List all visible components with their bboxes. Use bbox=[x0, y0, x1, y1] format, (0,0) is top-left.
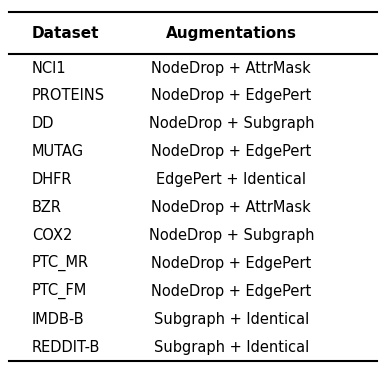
Text: COX2: COX2 bbox=[32, 228, 73, 243]
Text: NodeDrop + EdgePert: NodeDrop + EdgePert bbox=[151, 256, 312, 271]
Text: NodeDrop + Subgraph: NodeDrop + Subgraph bbox=[149, 228, 314, 243]
Text: PROTEINS: PROTEINS bbox=[32, 89, 105, 104]
Text: Subgraph + Identical: Subgraph + Identical bbox=[154, 340, 309, 355]
Text: NodeDrop + EdgePert: NodeDrop + EdgePert bbox=[151, 144, 312, 159]
Text: PTC_MR: PTC_MR bbox=[32, 255, 89, 272]
Text: NCI1: NCI1 bbox=[32, 60, 67, 75]
Text: Dataset: Dataset bbox=[32, 26, 100, 41]
Text: BZR: BZR bbox=[32, 200, 62, 215]
Text: REDDIT-B: REDDIT-B bbox=[32, 340, 100, 355]
Text: DD: DD bbox=[32, 116, 54, 131]
Text: NodeDrop + AttrMask: NodeDrop + AttrMask bbox=[151, 60, 311, 75]
Text: PTC_FM: PTC_FM bbox=[32, 283, 87, 299]
Text: NodeDrop + EdgePert: NodeDrop + EdgePert bbox=[151, 89, 312, 104]
Text: NodeDrop + Subgraph: NodeDrop + Subgraph bbox=[149, 116, 314, 131]
Text: NodeDrop + AttrMask: NodeDrop + AttrMask bbox=[151, 200, 311, 215]
Text: Augmentations: Augmentations bbox=[166, 26, 297, 41]
Text: MUTAG: MUTAG bbox=[32, 144, 84, 159]
Text: DHFR: DHFR bbox=[32, 172, 73, 187]
Text: Subgraph + Identical: Subgraph + Identical bbox=[154, 311, 309, 326]
Text: NodeDrop + EdgePert: NodeDrop + EdgePert bbox=[151, 284, 312, 299]
Text: EdgePert + Identical: EdgePert + Identical bbox=[156, 172, 306, 187]
Text: IMDB-B: IMDB-B bbox=[32, 311, 85, 326]
